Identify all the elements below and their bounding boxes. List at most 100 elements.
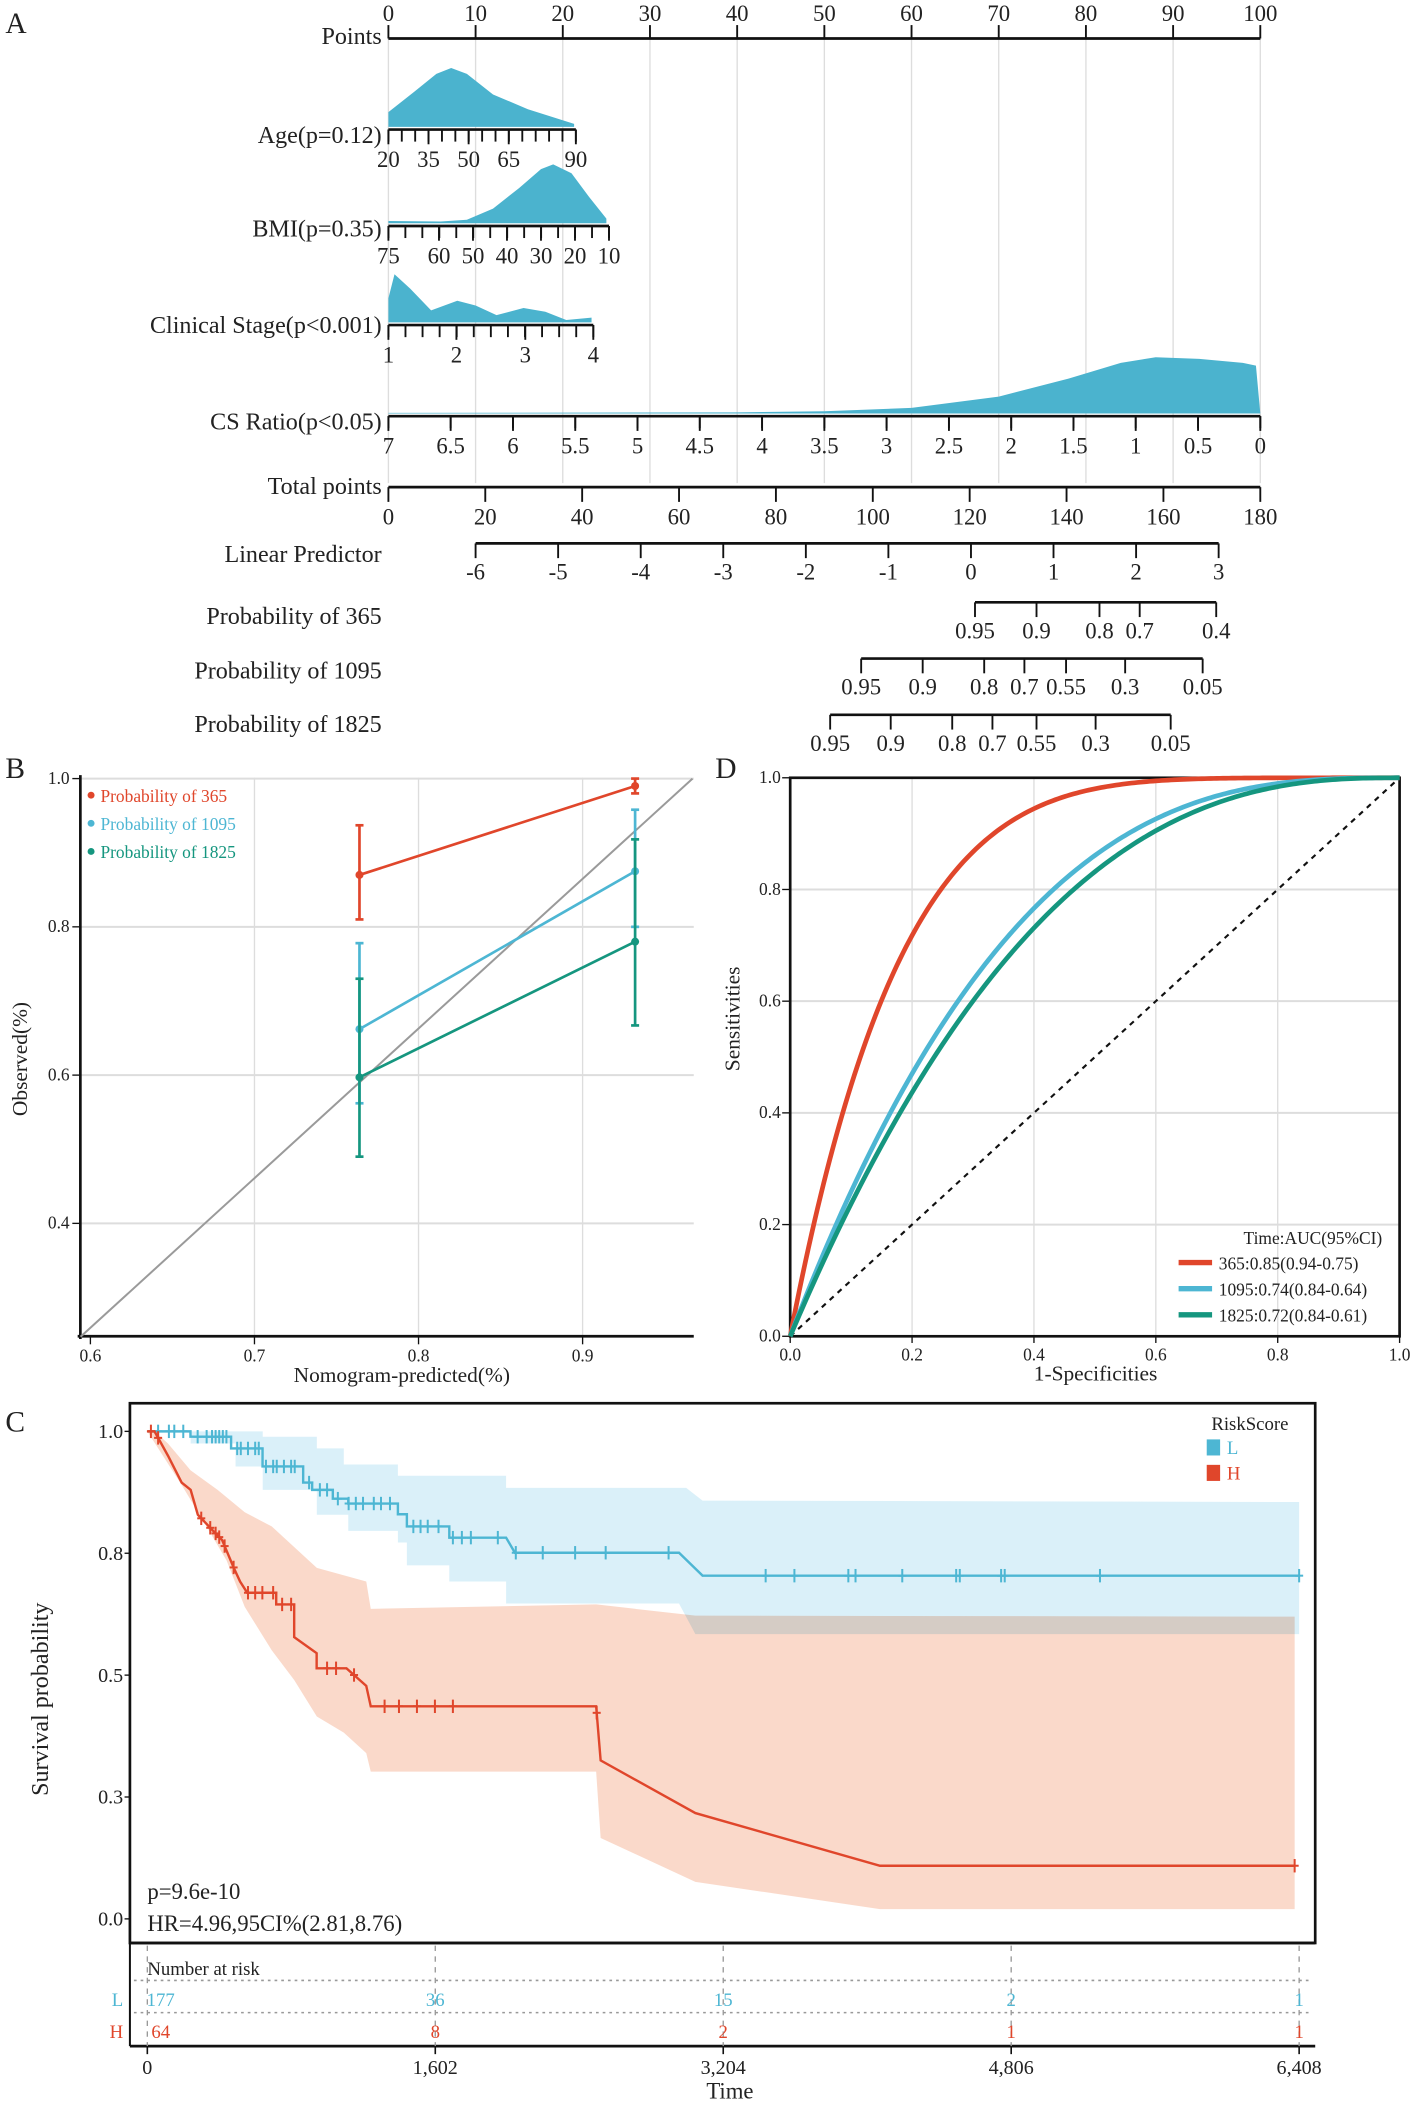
- tick-label: -5: [549, 560, 568, 585]
- legend-title: RiskScore: [1211, 1414, 1288, 1435]
- tick-label: 2: [1006, 434, 1017, 459]
- tick-label: 100: [1243, 1, 1277, 26]
- tick-label: 2: [1130, 560, 1141, 585]
- tick-label: 1: [383, 343, 394, 368]
- risk-row-label: H: [110, 2022, 124, 2043]
- roc-curve-0: [787, 775, 1400, 1337]
- tick-label: 160: [1146, 505, 1180, 530]
- row-label: Probability of 1095: [194, 659, 381, 685]
- tick-label: 60: [900, 1, 923, 26]
- survival-curve-H: [146, 1424, 1299, 1873]
- series-0: Probability of 365: [87, 777, 640, 921]
- legend-title: Time:AUC(95%CI): [1244, 1228, 1383, 1248]
- x-tick-label: 0.8: [408, 1346, 430, 1366]
- tick-label: 0.4: [1202, 618, 1231, 643]
- tick-label: 0.95: [955, 618, 995, 643]
- tick-label: 50: [462, 243, 485, 268]
- tick-label: 0.8: [970, 675, 998, 700]
- tick-label: 0.55: [1046, 675, 1086, 700]
- tick-label: 3: [1213, 560, 1224, 585]
- risk-count: 2: [719, 2022, 728, 2043]
- tick-label: -3: [714, 560, 733, 585]
- y-tick-label: 0.4: [48, 1213, 70, 1233]
- tick-label: 10: [464, 1, 487, 26]
- row-label: Total points: [268, 474, 382, 500]
- tick-label: 40: [496, 243, 519, 268]
- y-tick-label: 1.0: [759, 767, 781, 787]
- legend-marker: [87, 847, 95, 855]
- tick-label: 70: [987, 1, 1010, 26]
- tick-label: 2: [451, 343, 462, 368]
- x-tick-label: 0.7: [244, 1346, 266, 1366]
- x-tick-label: 0.2: [901, 1344, 923, 1364]
- tick-label: 90: [1162, 1, 1185, 26]
- tick-label: 0.9: [908, 675, 936, 700]
- confidence-band-L: [147, 1431, 1300, 1635]
- row-label: Linear Predictor: [224, 542, 381, 568]
- x-tick-label: 4,806: [989, 2057, 1034, 2079]
- x-axis-title: Nomogram-predicted(%): [294, 1363, 510, 1387]
- series-line: [358, 870, 636, 1031]
- data-point: [631, 781, 640, 791]
- nomogram-row-4: CS Ratio(p<0.05)7 6.5 6 5.5 5 4.5 4 3.5 3 2.5 2 1.5…: [210, 357, 1266, 459]
- p-value: p=9.6e-10: [147, 1879, 240, 1904]
- tick-label: 50: [813, 1, 836, 26]
- tick-label: 2.5: [935, 434, 963, 459]
- tick-label: 30: [530, 243, 553, 268]
- row-label: Probability of 365: [206, 604, 381, 630]
- tick-label: 0: [1255, 434, 1266, 459]
- row-label: Clinical Stage(p<0.001): [150, 313, 382, 339]
- tick-label: 4.5: [686, 434, 714, 459]
- y-tick-label: 0.0: [98, 1909, 123, 1931]
- tick-label: 4: [588, 343, 600, 368]
- tick-label: 90: [564, 147, 587, 172]
- row-label: BMI(p=0.35): [252, 217, 381, 243]
- risk-count: 1: [1294, 2022, 1303, 2043]
- tick-label: 20: [377, 147, 400, 172]
- y-tick-label: 0.0: [759, 1326, 781, 1346]
- tick-label: 0.3: [1081, 731, 1109, 756]
- tick-label: 3.5: [810, 434, 838, 459]
- tick-label: 0.05: [1183, 675, 1223, 700]
- data-point: [355, 870, 364, 879]
- tick-label: 30: [639, 1, 662, 26]
- data-point: [631, 937, 640, 946]
- tick-label: -4: [631, 560, 651, 585]
- tick-label: 1: [1130, 434, 1141, 459]
- tick-label: 120: [953, 505, 987, 530]
- tick-label: 0.8: [938, 731, 966, 756]
- y-tick-label: 1.0: [98, 1421, 123, 1443]
- legend-label: Probability of 1825: [100, 842, 236, 862]
- row-label: Points: [321, 24, 381, 50]
- tick-label: 0.95: [841, 675, 881, 700]
- tick-label: 1.5: [1059, 434, 1087, 459]
- tick-label: 40: [726, 1, 749, 26]
- x-tick-label: 0.9: [572, 1346, 594, 1366]
- tick-label: 3: [520, 343, 531, 368]
- tick-label: 0.9: [876, 731, 904, 756]
- plot-border: [788, 776, 1401, 1338]
- chance-diagonal: [789, 776, 1401, 1338]
- tick-label: 100: [856, 505, 890, 530]
- tick-label: 40: [571, 505, 594, 530]
- panel-label-a: A: [5, 8, 27, 40]
- nomogram-row-7: Probability of 365 0.95 0.9 0.8 0.7 0.4: [206, 600, 1231, 643]
- row-label: CS Ratio(p<0.05): [210, 410, 382, 436]
- tick-label: 3: [881, 434, 892, 459]
- y-tick-label: 0.6: [759, 991, 781, 1011]
- tick-label: 6: [507, 434, 518, 459]
- tick-label: 7: [383, 434, 394, 459]
- nomogram-row-6: Linear Predictor -6 -5 -4 -3 -2 -1 0 1 2 3: [224, 542, 1224, 585]
- y-tick-label: 0.5: [98, 1665, 123, 1687]
- tick-label: 0.05: [1151, 731, 1191, 756]
- tick-label: 0.7: [1125, 618, 1153, 643]
- legend-marker: [87, 819, 95, 827]
- tick-label: 20: [564, 243, 587, 268]
- risk-table-title: Number at risk: [147, 1959, 260, 1980]
- x-tick-label: 3,204: [701, 2057, 746, 2079]
- row-label: Probability of 1825: [194, 712, 381, 738]
- y-axis-title: Sensitivities: [720, 967, 744, 1072]
